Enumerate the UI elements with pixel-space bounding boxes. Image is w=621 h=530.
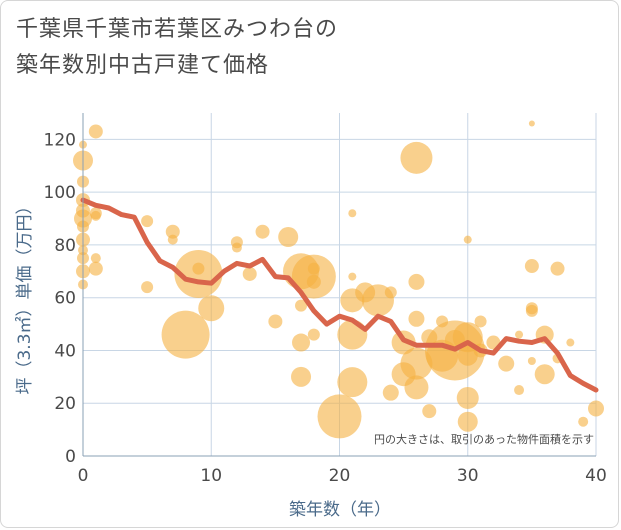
bubble-point [306, 274, 321, 289]
bubble-point [408, 310, 425, 327]
bubble-point [268, 314, 283, 329]
bubble-point [498, 355, 515, 372]
x-tick-label: 10 [200, 466, 222, 486]
chart-title: 千葉県千葉市若葉区みつわ台の 築年数別中古戸建て価格 [16, 12, 576, 84]
bubble-point [457, 411, 478, 432]
axes: 0 20 40 60 80 100 120 0 10 20 30 40 [44, 113, 607, 486]
bubble-point [400, 141, 433, 174]
bubble-point [198, 295, 225, 322]
y-tick-label: 0 [65, 447, 76, 467]
y-tick-label: 60 [54, 289, 76, 309]
x-tick-label: 40 [585, 466, 607, 486]
trend-line [80, 197, 599, 393]
bubble-point [527, 357, 536, 366]
y-tick-label: 80 [54, 236, 76, 256]
x-tick-label: 0 [78, 466, 89, 486]
bubble-point [514, 385, 525, 396]
bubble-point [317, 394, 362, 439]
bubble-point [566, 338, 575, 347]
bubble-point [295, 299, 308, 312]
bubble-point [90, 253, 101, 264]
bubble-point [90, 210, 101, 221]
bubble-point [422, 404, 437, 419]
bubble-point [515, 330, 524, 339]
y-tick-label: 120 [44, 130, 76, 150]
bubble-point [463, 235, 472, 244]
y-tick-label: 20 [54, 394, 76, 414]
chart-title-line2: 築年数別中古戸建て価格 [16, 53, 270, 78]
bubble-point [474, 315, 487, 328]
bubble-point [337, 319, 368, 350]
bubble-point [242, 266, 257, 281]
bubble-point [88, 261, 103, 276]
bubble-point [550, 261, 565, 276]
bubble-point [141, 215, 154, 228]
bubble-point [384, 286, 397, 299]
bubble-point [534, 364, 555, 385]
bubble-point [382, 384, 399, 401]
bubble-point [524, 259, 539, 274]
bubble-point [348, 209, 357, 218]
bubble-point [348, 272, 357, 281]
bubble-point [528, 120, 535, 127]
bubble-point [307, 262, 320, 275]
bubble-point [231, 242, 242, 253]
bubble-point [165, 224, 180, 239]
bubble-point [456, 386, 479, 409]
bubble-point [192, 262, 205, 275]
bubble-point [278, 227, 299, 248]
bubble-point [307, 328, 320, 341]
size-note: 円の大きさは、取引のあった物件面積を示す [374, 432, 594, 446]
bubble-point [337, 367, 368, 398]
bubble-point [588, 400, 604, 417]
bubble-point [404, 375, 429, 400]
bubble-layer [73, 120, 604, 439]
bubble-point [400, 347, 433, 380]
bubble-point [292, 333, 311, 352]
x-axis-title: 築年数（年） [289, 500, 391, 520]
bubble-point [291, 366, 312, 387]
bubble-point [88, 124, 103, 139]
y-axis-title: 坪（3.3㎡）単価（万円） [15, 197, 35, 394]
y-tick-label: 100 [44, 183, 76, 203]
bubble-point [457, 345, 478, 366]
bubble-point [167, 234, 178, 245]
bubble-point [525, 304, 538, 317]
x-tick-label: 20 [329, 466, 351, 486]
bubble-point [161, 310, 210, 359]
chart-title-line1: 千葉県千葉市若葉区みつわ台の [16, 17, 339, 42]
bubble-point [255, 224, 270, 239]
bubble-point [141, 281, 154, 294]
x-tick-label: 30 [457, 466, 479, 486]
y-tick-label: 40 [54, 341, 76, 361]
bubble-point [408, 273, 425, 290]
bubble-point [578, 416, 589, 427]
